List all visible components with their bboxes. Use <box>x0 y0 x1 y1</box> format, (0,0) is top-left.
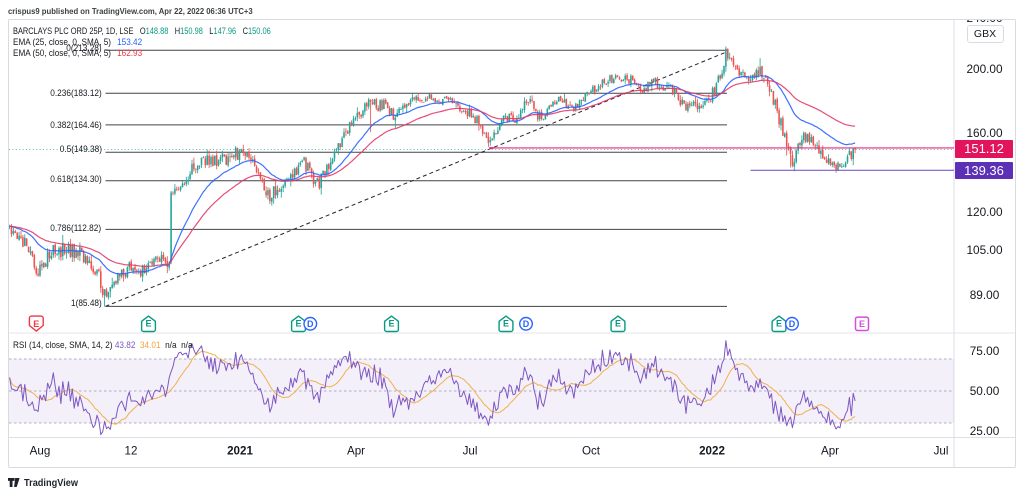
svg-text:D: D <box>307 319 314 329</box>
svg-text:E: E <box>295 318 301 328</box>
svg-text:E: E <box>33 319 39 329</box>
svg-text:E: E <box>145 318 151 328</box>
svg-text:D: D <box>789 319 796 329</box>
svg-text:E: E <box>776 318 782 328</box>
svg-text:E: E <box>503 318 509 328</box>
svg-text:E: E <box>388 318 394 328</box>
svg-text:D: D <box>523 319 530 329</box>
svg-text:E: E <box>615 318 621 328</box>
svg-text:E: E <box>859 319 865 329</box>
